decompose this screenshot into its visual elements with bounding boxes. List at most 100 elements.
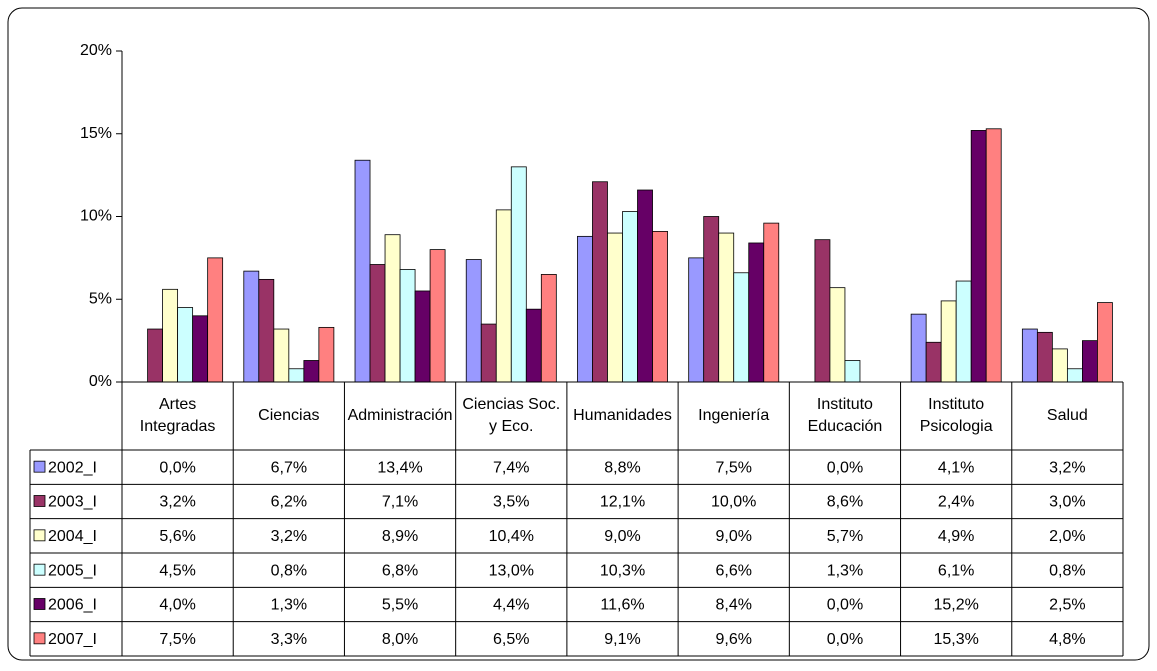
- table-value: 1,3%: [271, 597, 307, 614]
- legend-label: 2003_I: [48, 494, 97, 511]
- bar: [243, 270, 260, 383]
- table-value: 3,5%: [493, 494, 529, 511]
- table-value: 2,5%: [1049, 597, 1085, 614]
- legend-label: 2004_I: [48, 528, 97, 545]
- table-value: 8,0%: [382, 631, 418, 648]
- table-value: 10,0%: [711, 494, 756, 511]
- table-value: 5,7%: [827, 528, 863, 545]
- category-cell: Ingeniería: [698, 407, 770, 424]
- table-value: 3,2%: [1049, 459, 1085, 476]
- table-value: 0,8%: [1049, 562, 1085, 579]
- bar: [910, 313, 927, 383]
- table-value: 13,4%: [377, 459, 422, 476]
- table-value: 4,5%: [159, 562, 195, 579]
- table-value: 7,5%: [159, 631, 195, 648]
- category-cell: Artes Integradas: [139, 396, 216, 435]
- table-value: 11,6%: [600, 597, 644, 614]
- legend-label: 2007_I: [48, 631, 97, 648]
- x-tick-label: Artes Integradas: [139, 396, 216, 435]
- bar: [273, 328, 290, 383]
- table-value: 8,9%: [382, 528, 418, 545]
- x-tick-label: Salud: [1046, 407, 1088, 424]
- table-value: 3,2%: [271, 528, 307, 545]
- table-value: 3,2%: [159, 494, 195, 511]
- table-value: 0,0%: [827, 597, 863, 614]
- category-cell: Instituto Educación: [807, 396, 883, 435]
- table-value: 6,6%: [715, 562, 751, 579]
- category-cell: Humanidades: [573, 407, 672, 424]
- bar: [1021, 328, 1038, 383]
- legend-label: 2006_I: [48, 597, 97, 614]
- x-tick-label: Ingeniería: [698, 407, 770, 424]
- table-value: 0,0%: [827, 631, 863, 648]
- bar: [637, 189, 653, 383]
- legend-label: 2002_I: [48, 459, 97, 476]
- x-tick-label: Instituto Educación: [807, 396, 883, 435]
- table-value: 6,7%: [271, 459, 307, 476]
- bar: [703, 216, 720, 383]
- y-tick-label: 0%: [89, 373, 112, 390]
- x-tick-label: Instituto Psicologia: [919, 396, 993, 435]
- category-cell: Ciencias Soc. y Eco.: [462, 396, 560, 435]
- x-tick-label: Administración: [347, 407, 453, 424]
- bar: [540, 274, 557, 383]
- legend-key: [33, 598, 46, 610]
- category-cell: Administración: [347, 407, 453, 424]
- table-value: 2,4%: [938, 494, 974, 511]
- table-value: 9,0%: [715, 528, 751, 545]
- table-value: 7,1%: [382, 494, 418, 511]
- bar: [384, 234, 401, 383]
- table-value: 9,1%: [604, 631, 640, 648]
- table-value: 4,8%: [1049, 631, 1085, 648]
- table-value: 1,3%: [827, 562, 863, 579]
- legend-key: [33, 632, 46, 645]
- bar: [829, 287, 846, 383]
- category-cell: Salud: [1046, 407, 1088, 424]
- bar: [1097, 302, 1113, 383]
- bar: [1066, 368, 1083, 383]
- bar: [369, 264, 386, 383]
- legend-key: [33, 563, 46, 576]
- bar: [970, 130, 987, 383]
- table-value: 6,1%: [938, 562, 974, 579]
- y-tick-label: 10%: [80, 208, 112, 225]
- table-value: 3,3%: [271, 631, 307, 648]
- bar: [429, 249, 446, 383]
- table-value: 3,0%: [1049, 494, 1085, 511]
- table-value: 0,0%: [827, 459, 863, 476]
- table-value: 4,9%: [938, 528, 974, 545]
- table-value: 4,1%: [938, 459, 974, 476]
- table-value: 4,0%: [159, 597, 195, 614]
- bar: [288, 368, 305, 383]
- bar: [940, 300, 957, 383]
- bar: [258, 278, 275, 383]
- bar: [577, 235, 593, 383]
- y-tick-label: 15%: [80, 125, 112, 142]
- table-value: 2,0%: [1049, 528, 1085, 545]
- bar: [1036, 331, 1053, 383]
- bar: [814, 239, 831, 383]
- bar: [688, 257, 705, 383]
- table-value: 7,4%: [493, 459, 529, 476]
- x-tick-label: Ciencias: [258, 407, 320, 424]
- bar: [525, 308, 542, 383]
- bar: [480, 323, 497, 383]
- bar: [748, 242, 765, 383]
- table-value: 0,8%: [271, 562, 307, 579]
- y-tick-label: 5%: [89, 290, 112, 307]
- table-value: 8,6%: [827, 494, 863, 511]
- legend-label: 2005_I: [48, 562, 97, 579]
- bar: [147, 328, 163, 383]
- table-value: 7,5%: [715, 459, 751, 476]
- bar: [303, 360, 320, 383]
- bar: [465, 259, 482, 383]
- table-value: 9,0%: [604, 528, 640, 545]
- table-value: 10,3%: [600, 562, 645, 579]
- bar: [925, 341, 942, 383]
- bar: [607, 232, 623, 383]
- table-value: 4,4%: [493, 597, 529, 614]
- table-value: 8,4%: [715, 597, 751, 614]
- table-value: 15,3%: [933, 631, 978, 648]
- bar: [985, 128, 1002, 383]
